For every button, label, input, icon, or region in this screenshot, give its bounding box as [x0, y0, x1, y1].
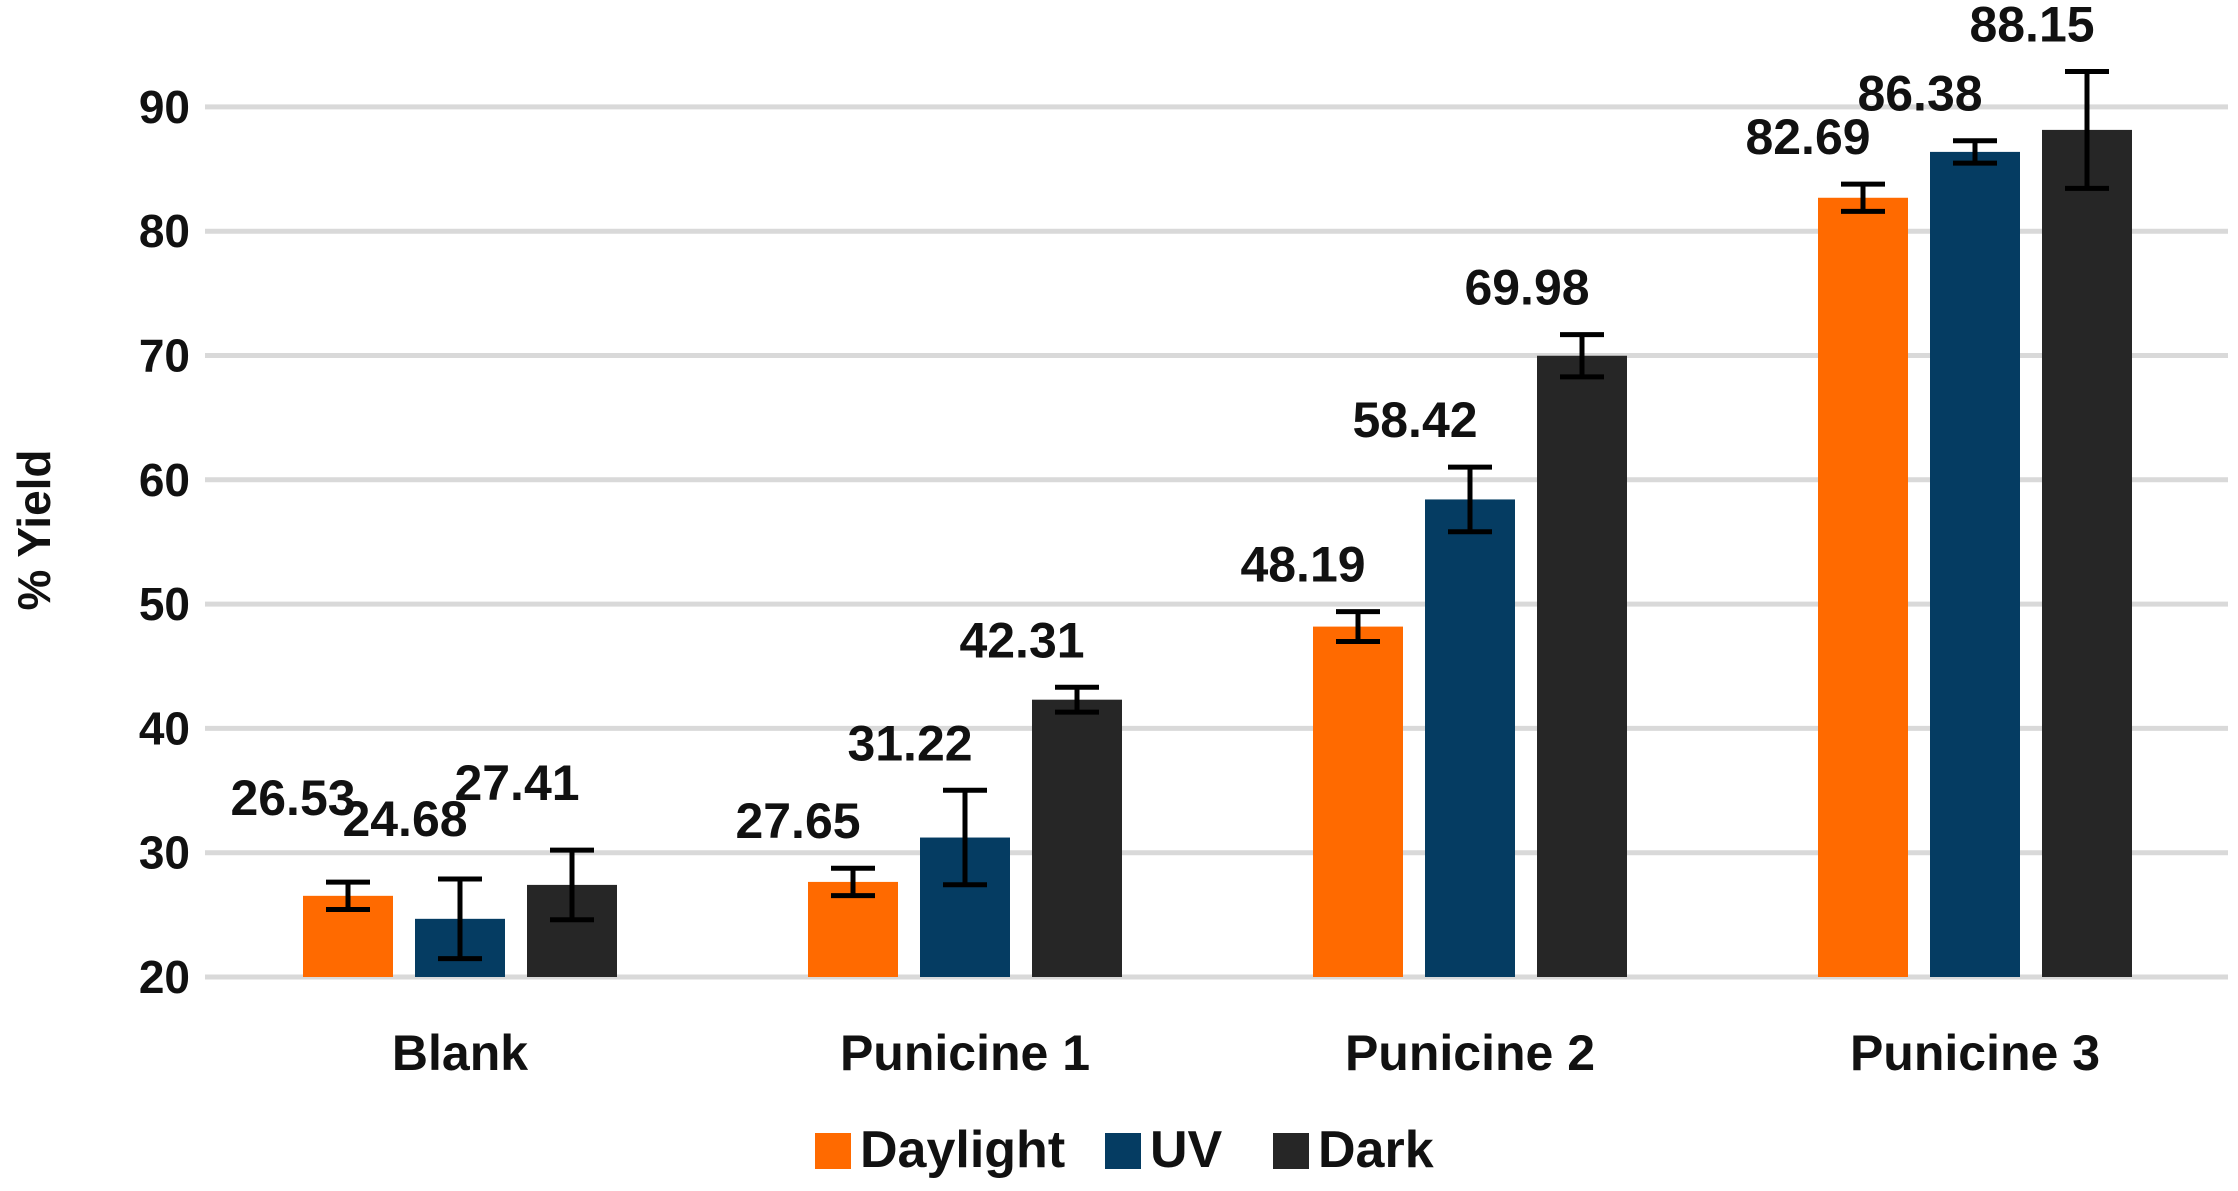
error-bar — [438, 876, 482, 962]
data-label: 86.38 — [1857, 66, 1982, 122]
error-bar — [1336, 609, 1380, 645]
y-axis-ticks: 20 30 40 50 60 70 80 90 — [139, 81, 190, 1003]
legend-label: Dark — [1318, 1121, 1434, 1179]
data-label: 58.42 — [1352, 392, 1477, 448]
y-tick-label: 40 — [139, 702, 190, 754]
error-bar — [550, 847, 594, 923]
y-tick-label: 80 — [139, 205, 190, 257]
legend-item-daylight: Daylight — [815, 1121, 1065, 1179]
bar-dark-2 — [1537, 355, 1627, 977]
legend-label: UV — [1150, 1121, 1223, 1179]
x-axis-categories: Blank Punicine 1 Punicine 2 Punicine 3 — [392, 1025, 2100, 1081]
data-label: 24.68 — [342, 791, 467, 847]
y-tick-label: 30 — [139, 827, 190, 879]
legend: Daylight UV Dark — [815, 1121, 1434, 1179]
data-label: 31.22 — [847, 715, 972, 771]
data-label: 69.98 — [1464, 260, 1589, 316]
x-category-label: Punicine 1 — [840, 1025, 1090, 1081]
x-category-label: Punicine 3 — [1850, 1025, 2100, 1081]
error-bar — [1560, 332, 1604, 380]
error-bar — [1953, 138, 1997, 166]
bar-uv-2 — [1425, 499, 1515, 977]
legend-swatch — [1105, 1133, 1141, 1169]
data-label: 48.19 — [1240, 537, 1365, 593]
y-axis-title: % Yield — [8, 449, 60, 610]
error-bar — [326, 879, 370, 913]
data-label: 82.69 — [1745, 109, 1870, 165]
error-bar — [1448, 464, 1492, 535]
legend-label: Daylight — [860, 1121, 1065, 1179]
legend-swatch — [1273, 1133, 1309, 1169]
y-tick-label: 60 — [139, 454, 190, 506]
error-bar — [1841, 181, 1885, 214]
error-bar — [2065, 68, 2109, 191]
data-label: 27.65 — [735, 793, 860, 849]
x-category-label: Punicine 2 — [1345, 1025, 1595, 1081]
gridlines — [205, 104, 2228, 980]
data-label: 27.41 — [454, 755, 579, 811]
y-tick-label: 20 — [139, 951, 190, 1003]
bar-uv-3 — [1930, 151, 2020, 977]
bar-daylight-3 — [1818, 197, 1908, 977]
legend-item-uv: UV — [1105, 1121, 1223, 1179]
bar-daylight-2 — [1313, 626, 1403, 977]
error-bar — [831, 865, 875, 899]
y-tick-label: 90 — [139, 81, 190, 133]
y-tick-label: 70 — [139, 330, 190, 382]
error-bar — [1055, 684, 1099, 715]
y-tick-label: 50 — [139, 578, 190, 630]
legend-item-dark: Dark — [1273, 1121, 1434, 1179]
data-label: 88.15 — [1969, 0, 2094, 52]
error-bars — [326, 68, 2109, 962]
bar-dark-1 — [1032, 699, 1122, 977]
legend-swatch — [815, 1133, 851, 1169]
bar-dark-3 — [2042, 129, 2132, 977]
data-label: 26.53 — [230, 770, 355, 826]
data-label: 42.31 — [959, 612, 1084, 668]
x-category-label: Blank — [392, 1025, 528, 1081]
error-bar — [943, 787, 987, 888]
